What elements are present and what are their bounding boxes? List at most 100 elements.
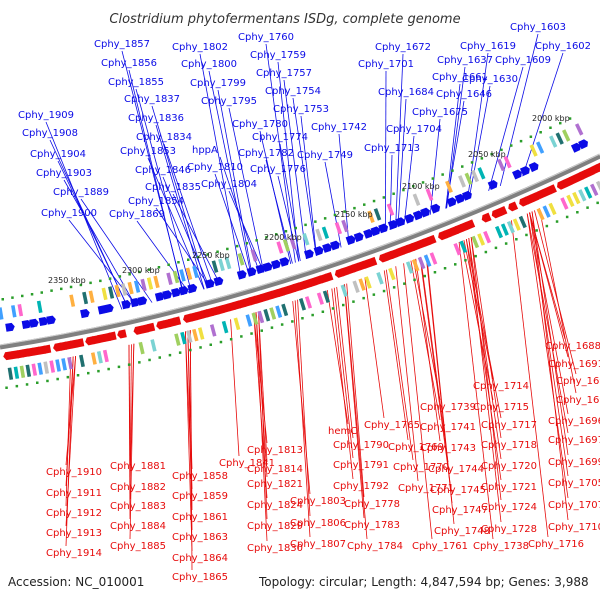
forward-gene-label: Cphy_1795: [201, 96, 257, 107]
scale-tick: [128, 273, 131, 276]
scale-tick: [107, 367, 110, 371]
scale-tick: [87, 371, 90, 375]
forward-cog-block: [341, 219, 349, 233]
reverse-gene-label: Cphy_1784: [347, 541, 403, 552]
reverse-connector: [425, 254, 455, 525]
forward-cog-block: [224, 256, 232, 270]
reverse-gene-label: Cphy_1728: [481, 524, 537, 535]
reverse-gene-label: Cphy_1716: [528, 539, 584, 550]
scale-tick: [500, 148, 503, 152]
reverse-cog-block: [67, 356, 73, 370]
forward-gene-label: Cphy_1846: [135, 165, 191, 176]
reverse-gene-label: Cphy_1717: [481, 420, 537, 431]
forward-gene-label: Cphy_1889: [53, 187, 109, 198]
scale-tick: [36, 381, 39, 384]
forward-connector: [389, 154, 393, 230]
forward-cog-block: [321, 226, 330, 239]
scale-tick: [216, 250, 219, 253]
forward-cds-arrow: [154, 292, 165, 302]
forward-gene-label: Cphy_1837: [124, 94, 180, 105]
forward-connector: [135, 88, 193, 293]
reverse-cog-block: [578, 189, 587, 202]
reverse-cog-block: [281, 303, 289, 317]
forward-cog-block: [574, 123, 584, 136]
scale-label: 2150 kbp: [335, 210, 373, 219]
forward-gene-label: Cphy_1780: [232, 119, 288, 130]
forward-connector: [155, 207, 211, 288]
forward-cds-arrow: [363, 229, 374, 239]
scale-tick: [301, 317, 304, 320]
reverse-connector: [470, 237, 502, 501]
forward-cds-arrow: [21, 320, 32, 330]
forward-connector: [57, 160, 129, 309]
scale-tick: [294, 226, 297, 230]
scale-tick: [187, 258, 190, 261]
forward-gene-label: Cphy_1637: [437, 55, 493, 66]
reverse-connector: [297, 299, 311, 517]
forward-connector: [283, 79, 307, 260]
scale-tick: [66, 375, 70, 379]
reverse-cog-block: [340, 284, 348, 297]
scale-tick: [431, 177, 435, 180]
reverse-gene-label: Cphy_1715: [473, 402, 529, 413]
forward-gene-label: Cphy_1760: [238, 32, 294, 43]
forward-cds-arrow: [570, 142, 581, 153]
reverse-connector: [410, 260, 441, 421]
reverse-connector: [129, 344, 132, 500]
reverse-cds-arrow: [323, 271, 334, 282]
reverse-gene-label: Cphy_1807: [290, 539, 346, 550]
forward-cog-block: [166, 272, 173, 285]
forward-connector: [217, 89, 253, 276]
reverse-cog-block: [595, 180, 600, 194]
forward-connector: [300, 115, 317, 256]
forward-cog-block: [425, 188, 434, 201]
forward-connector: [468, 85, 491, 200]
scale-tick: [69, 285, 73, 289]
forward-cds-arrow: [204, 279, 215, 289]
reverse-gene-label: Cphy_1861: [172, 512, 228, 523]
reverse-gene-label: Cphy_1747: [432, 505, 488, 516]
scale-tick: [76, 374, 80, 377]
forward-cds-arrow: [187, 283, 198, 294]
reverse-connector: [331, 288, 354, 480]
forward-cog-block: [88, 290, 95, 303]
scale-tick: [46, 379, 49, 383]
reverse-cog-block: [79, 354, 85, 368]
forward-cog-block: [108, 286, 115, 299]
reverse-cog-block: [417, 256, 426, 270]
forward-cog-block: [529, 144, 538, 157]
forward-cds-arrow: [313, 246, 324, 256]
scale-tick: [504, 242, 508, 245]
scale-tick: [402, 188, 405, 192]
reverse-cds-arrow: [3, 351, 13, 361]
forward-connector: [199, 53, 242, 280]
scale-tick: [412, 185, 415, 188]
forward-cds-arrow: [171, 288, 181, 298]
forward-cog-block: [302, 232, 310, 246]
scale-tick: [372, 199, 376, 203]
reverse-cds-arrow: [547, 184, 557, 195]
scale-tick: [421, 181, 425, 184]
reverse-connector: [189, 330, 193, 571]
scale-tick: [353, 206, 356, 210]
reverse-gene-label: Cphy_1824: [247, 500, 303, 511]
scale-tick: [275, 233, 278, 236]
forward-cog-block: [179, 269, 186, 282]
scale-tick: [245, 242, 249, 245]
forward-cds-arrow: [487, 180, 498, 190]
reverse-connector: [511, 220, 549, 538]
reverse-cog-block: [316, 292, 324, 305]
reverse-cog-block: [221, 320, 229, 334]
forward-connector: [228, 190, 265, 273]
reverse-gene-label: Cphy_1771: [398, 483, 454, 494]
forward-cog-block: [412, 193, 421, 206]
reverse-gene-label: Cphy_1791: [333, 460, 389, 471]
reverse-cog-block: [49, 360, 56, 373]
forward-cog-block: [497, 158, 506, 172]
forward-connector: [128, 69, 184, 295]
forward-cog-block: [458, 175, 466, 188]
forward-cog-block: [82, 291, 89, 305]
reverse-gene-label: Cphy_1914: [46, 548, 102, 559]
reverse-cog-block: [459, 240, 468, 254]
reverse-cog-block: [405, 261, 414, 274]
